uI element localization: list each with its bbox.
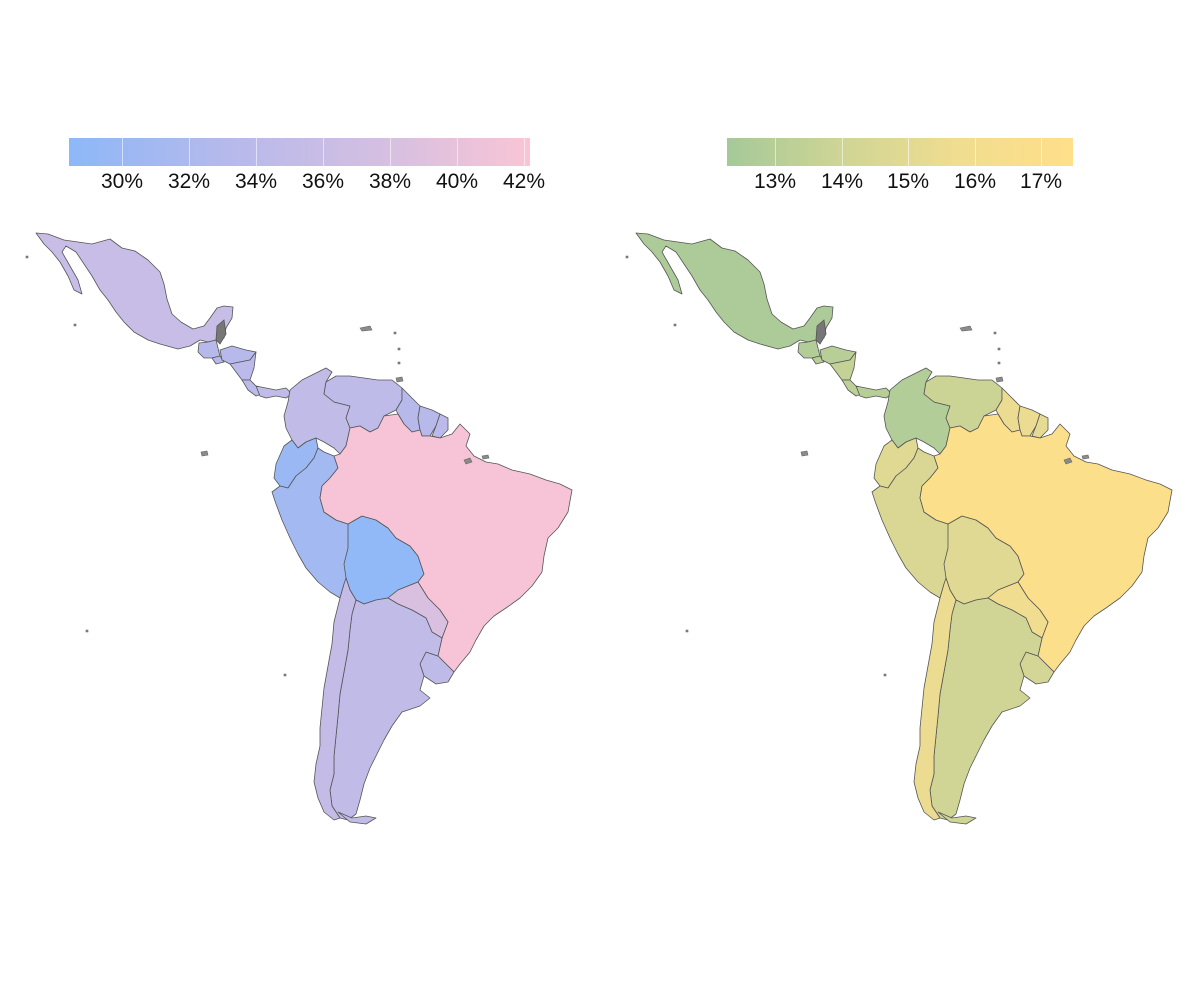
island — [395, 376, 404, 383]
island — [993, 331, 997, 335]
map-panel-right: 13% 14% 15% 16% 17% — [600, 0, 1200, 984]
island — [673, 323, 677, 327]
island — [283, 673, 287, 677]
region-mexico — [635, 232, 834, 350]
island — [397, 361, 401, 365]
region-chile — [913, 577, 957, 821]
legend-tick-mark — [524, 138, 525, 166]
region-brazil — [319, 413, 573, 673]
region-chile — [313, 577, 357, 821]
region-panama — [855, 385, 893, 399]
region-tierra-del-fuego — [937, 811, 977, 825]
island — [463, 457, 473, 465]
legend-tick-label: 32% — [167, 170, 211, 193]
legend-tick-mark — [908, 138, 909, 166]
legend-tick-mark — [256, 138, 257, 166]
choropleth-map — [25, 232, 573, 825]
region-tierra-del-fuego — [337, 811, 377, 825]
legend-tick-label: 34% — [234, 170, 278, 193]
choropleth-map — [625, 232, 1173, 825]
region-el-salvador — [211, 355, 225, 365]
legend-tick-label: 30% — [100, 170, 144, 193]
island — [481, 454, 490, 460]
legend-tick-label: 13% — [753, 170, 797, 193]
island — [800, 450, 809, 457]
island — [959, 325, 973, 332]
island — [685, 629, 689, 633]
region-nicaragua — [229, 351, 257, 381]
legend-tick-mark — [775, 138, 776, 166]
island — [73, 323, 77, 327]
region-guatemala — [797, 339, 821, 359]
island — [625, 255, 629, 259]
legend-tick-label: 17% — [1019, 170, 1063, 193]
legend-tick-mark — [122, 138, 123, 166]
legend-tick-label: 40% — [435, 170, 479, 193]
region-no-data — [815, 319, 827, 345]
island — [200, 450, 209, 457]
island — [995, 376, 1004, 383]
legend-colorbar — [727, 138, 1073, 166]
island — [1081, 454, 1090, 460]
island — [883, 673, 887, 677]
legend-colorbar — [69, 138, 530, 166]
island — [997, 361, 1001, 365]
region-brazil — [919, 413, 1173, 673]
island — [1063, 457, 1073, 465]
legend-tick-mark — [323, 138, 324, 166]
legend-tick-mark — [457, 138, 458, 166]
region-panama — [255, 385, 293, 399]
island — [397, 347, 401, 351]
island — [85, 629, 89, 633]
island — [359, 325, 373, 332]
legend-tick-label: 38% — [368, 170, 412, 193]
region-nicaragua — [829, 351, 857, 381]
legend-tick-label: 36% — [301, 170, 345, 193]
legend-tick-label: 16% — [953, 170, 997, 193]
island — [997, 347, 1001, 351]
legend-tick-mark — [975, 138, 976, 166]
island — [393, 331, 397, 335]
island — [25, 255, 29, 259]
legend-tick-label: 42% — [502, 170, 546, 193]
map-panel-left: 30% 32% 34% 36% 38% 40% 42% — [25, 138, 573, 825]
legend-tick-label: 14% — [820, 170, 864, 193]
legend-tick-mark — [842, 138, 843, 166]
region-el-salvador — [811, 355, 825, 365]
legend-tick-mark — [1041, 138, 1042, 166]
region-guatemala — [197, 339, 221, 359]
legend-tick-label: 15% — [886, 170, 930, 193]
region-no-data — [215, 319, 227, 345]
legend-tick-mark — [189, 138, 190, 166]
region-mexico — [35, 232, 234, 350]
legend-tick-mark — [390, 138, 391, 166]
